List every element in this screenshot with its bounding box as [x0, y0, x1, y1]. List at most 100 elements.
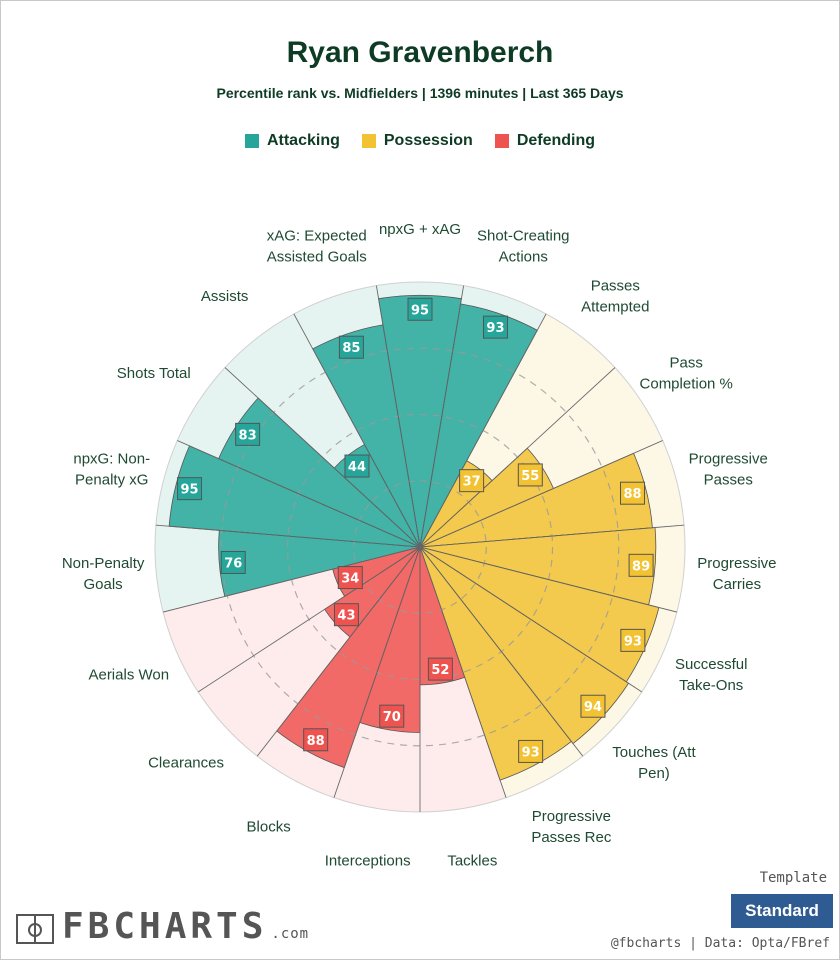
category-label: Progressive Carries: [697, 555, 776, 593]
category-label-line: Passes: [591, 278, 640, 295]
data-credit: @fbcharts | Data: Opta/FBref: [610, 936, 830, 951]
value-badge-box: [518, 739, 544, 763]
legend-swatch-possession: [361, 134, 376, 148]
spoke: [256, 546, 421, 757]
spoke: [155, 524, 421, 548]
category-label-line: Assists: [201, 288, 249, 305]
category-label-line: Touches (Att: [612, 744, 696, 761]
spoke: [419, 313, 547, 548]
logo-text: FBCHARTS: [62, 906, 268, 947]
value-label: 88: [307, 734, 325, 749]
category-label: Interceptions: [325, 853, 411, 870]
value-label: 95: [180, 483, 198, 498]
value-badge-box: [620, 628, 646, 652]
value-badge: 95: [407, 297, 433, 321]
value-badge: 55: [517, 463, 543, 487]
value-badge: 93: [482, 315, 508, 339]
value-badge: 93: [620, 628, 646, 652]
value-badge-box: [337, 566, 363, 590]
category-label: Clearances: [148, 754, 224, 771]
spoke: [419, 546, 584, 757]
category-label-line: Penalty xG: [75, 471, 148, 488]
value-badge: 44: [344, 454, 370, 478]
legend: Attacking Possession Defending: [0, 132, 840, 150]
category-label: Passes Attempted: [581, 278, 649, 316]
value-badge-box: [338, 335, 364, 359]
value-badge-box: [235, 422, 261, 446]
value-badge: 93: [518, 739, 544, 763]
value-bars: [168, 294, 660, 781]
category-label-line: Successful: [675, 656, 748, 673]
category-label-line: Tackles: [447, 853, 497, 870]
value-label: 52: [431, 663, 449, 678]
category-label: Touches (Att Pen): [612, 744, 696, 782]
category-label: xAG: Expected Assisted Goals: [267, 228, 367, 266]
value-label: 76: [224, 556, 242, 571]
value-badge-box: [459, 469, 485, 493]
chart-title: Ryan Gravenberch: [286, 36, 554, 69]
spoke: [419, 524, 685, 548]
category-label-line: Goals: [83, 576, 122, 593]
category-label-line: Progressive: [697, 555, 776, 572]
value-label: 44: [348, 460, 366, 475]
category-label-line: Interceptions: [325, 853, 411, 870]
category-label-line: npxG + xAG: [379, 221, 461, 238]
category-label-line: Actions: [499, 249, 548, 266]
grid-ring: [353, 480, 487, 614]
spoke: [177, 440, 421, 548]
value-badge-box: [177, 477, 203, 501]
value-badge-box: [344, 454, 370, 478]
chart-subtitle: Percentile rank vs. Midfielders | 1396 m…: [216, 85, 624, 101]
value-label: 43: [337, 609, 355, 624]
value-label: 89: [632, 559, 650, 574]
logo-suffix: .com: [271, 926, 310, 942]
value-label: 93: [522, 745, 540, 760]
value-badge-box: [482, 315, 508, 339]
category-label-line: Shot-Creating: [477, 228, 570, 245]
spoke: [224, 367, 421, 548]
value-badge-box: [220, 550, 246, 574]
category-label: Blocks: [247, 819, 291, 836]
category-label-line: npxG: Non-: [73, 450, 150, 467]
category-label-line: Passes: [704, 471, 753, 488]
category-label-line: Progressive: [689, 450, 768, 467]
value-label: 85: [342, 341, 360, 356]
template-label: Template: [759, 870, 827, 886]
value-badge: 94: [580, 694, 606, 718]
value-badge-box: [517, 463, 543, 487]
spoke: [163, 546, 421, 613]
category-label-line: Non-Penalty: [62, 555, 145, 572]
legend-label-attacking: Attacking: [266, 132, 340, 149]
category-label-line: Pen): [638, 765, 670, 782]
category-label: Successful Take-Ons: [675, 656, 748, 694]
category-label-line: Assisted Goals: [267, 249, 367, 266]
spoke: [419, 285, 465, 548]
value-badge-box: [333, 603, 359, 627]
pitch-icon: [16, 914, 54, 944]
template-button[interactable]: Standard: [731, 894, 833, 928]
value-badge: 70: [379, 704, 405, 728]
category-label: Assists: [201, 288, 249, 305]
legend-label-defending: Defending: [516, 132, 596, 149]
legend-item-possession: Possession: [361, 132, 473, 150]
category-label-line: Progressive: [532, 808, 611, 825]
category-label: Non-Penalty Goals: [62, 555, 145, 593]
spoke: [419, 440, 663, 548]
category-label: Pass Completion %: [640, 355, 733, 393]
value-badge-box: [303, 728, 329, 752]
value-badge-box: [628, 553, 654, 577]
legend-label-possession: Possession: [383, 132, 473, 149]
category-label-line: Clearances: [148, 754, 224, 771]
category-label: Aerials Won: [88, 667, 169, 684]
spoke: [197, 546, 421, 693]
legend-swatch-attacking: [244, 134, 259, 148]
category-label: Shot-Creating Actions: [477, 228, 570, 266]
category-label-line: Pass: [670, 355, 703, 372]
category-label-line: Shots Total: [117, 365, 191, 382]
fbcharts-logo: FBCHARTS .com: [16, 906, 310, 947]
category-label: npxG + xAG: [379, 221, 461, 238]
spoke: [419, 546, 507, 798]
legend-item-attacking: Attacking: [244, 132, 340, 150]
value-badge-box: [427, 657, 453, 681]
